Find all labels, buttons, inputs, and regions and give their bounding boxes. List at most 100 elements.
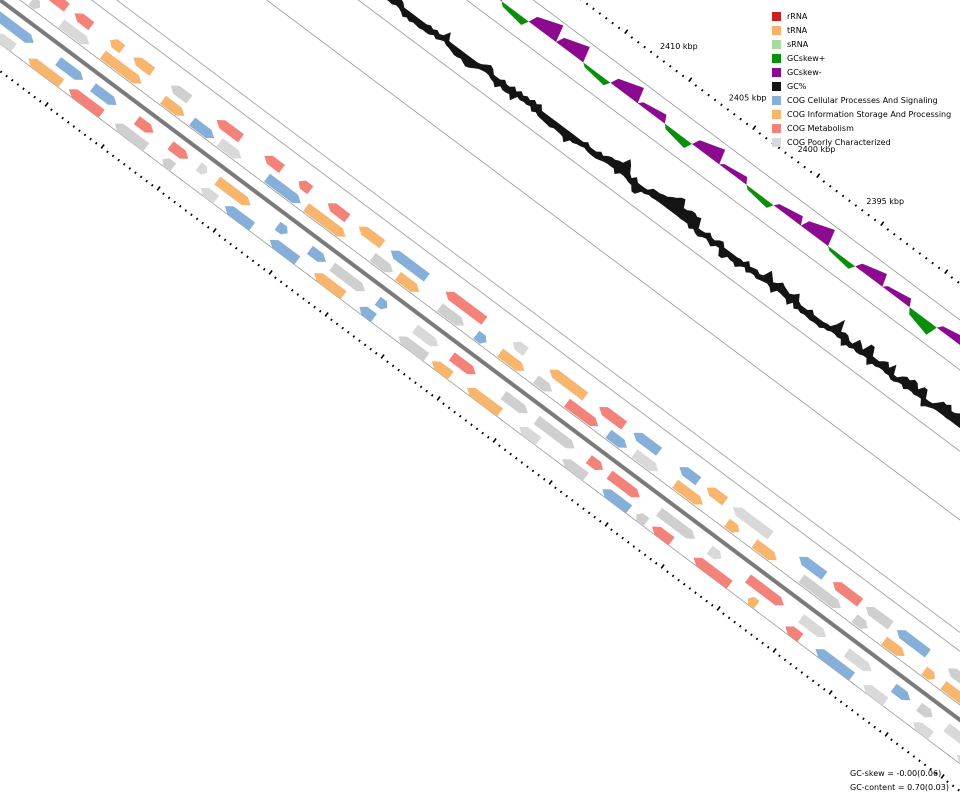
gene-feature-12: [473, 330, 487, 344]
gene-feature-58: [0, 11, 34, 43]
inner-tick-88: [425, 389, 428, 393]
outer-tick-111: [886, 228, 890, 231]
gene-feature-19: [724, 518, 740, 533]
inner-tick-110: [548, 480, 553, 485]
outer-tick-109: [873, 218, 877, 222]
gc-content-stat: GC-content = 0.70(0.03): [850, 783, 949, 792]
inner-tick-95: [464, 419, 468, 422]
inner-tick-140: [716, 606, 721, 611]
inner-tick-101: [498, 444, 501, 448]
inner-tick-93: [453, 410, 456, 414]
gene-feature-71: [500, 391, 528, 414]
gene-feature-86: [0, 33, 17, 52]
inner-tick-55: [240, 251, 244, 254]
outer-tick-96: [790, 156, 794, 159]
inner-tick-134: [682, 582, 686, 586]
gene-feature-8: [303, 203, 346, 237]
inner-tick-117: [587, 511, 591, 515]
inner-tick-72: [335, 322, 339, 326]
inner-tick-149: [766, 645, 770, 649]
gene-feature-108: [863, 685, 889, 706]
gene-feature-36: [264, 155, 285, 173]
inner-tick-68: [313, 305, 316, 309]
gene-feature-45: [633, 432, 663, 456]
gc-skew-segment-25: [828, 246, 856, 269]
inner-tick-26: [78, 129, 81, 133]
gene-feature-41: [445, 291, 488, 325]
inner-tick-31: [106, 150, 109, 154]
inner-tick-171: [890, 738, 893, 742]
inner-tick-167: [867, 721, 871, 725]
gene-feature-49: [799, 556, 828, 580]
inner-tick-114: [570, 498, 574, 502]
inner-tick-173: [901, 746, 904, 750]
gene-feature-104: [693, 557, 733, 589]
scale-labels: 2435 kbp2430 kbp2425 kbp2420 kbp2415 kbp…: [660, 42, 904, 206]
inner-tick-13: [5, 74, 8, 78]
gene-feature-22: [851, 614, 868, 629]
gene-feature-17: [631, 449, 659, 472]
inner-tick-111: [554, 486, 557, 490]
gene-feature-106: [785, 626, 804, 642]
gene-feature-25: [940, 681, 960, 704]
inner-tick-162: [839, 700, 843, 704]
gene-feature-97: [431, 361, 454, 380]
inner-tick-77: [363, 343, 367, 347]
outer-tick-100: [816, 173, 821, 179]
guide-line-2: [91, 0, 960, 652]
outer-tick-76: [662, 60, 666, 63]
inner-tick-166: [862, 717, 865, 721]
gene-feature-88: [68, 89, 105, 118]
gene-feature-93: [269, 239, 301, 265]
inner-tick-113: [565, 494, 568, 498]
inner-tick-183: [957, 788, 960, 792]
legend: rRNA tRNA sRNA GCskew+ GCskew- GC% COG C…: [772, 9, 951, 149]
legend-label-cog-information: COG Information Storage And Processing: [787, 109, 952, 119]
outer-tick-114: [905, 242, 909, 246]
inner-tick-137: [699, 595, 703, 599]
legend-label-srna: sRNA: [787, 39, 809, 49]
inner-tick-74: [346, 330, 350, 334]
outer-tick-98: [803, 165, 806, 169]
outer-tick-94: [777, 146, 781, 150]
outer-tick-79: [681, 74, 685, 78]
gc-skew-segment-20: [692, 140, 726, 165]
inner-tick-59: [262, 267, 266, 271]
inner-tick-40: [156, 186, 161, 191]
gene-feature-39: [358, 226, 386, 249]
inner-tick-154: [794, 666, 798, 670]
inner-tick-91: [442, 402, 445, 406]
inner-tick-34: [122, 162, 126, 166]
outer-tick-86: [726, 108, 730, 111]
outer-tick-106: [854, 204, 858, 207]
outer-tick-99: [809, 170, 813, 174]
inner-tick-41: [162, 192, 165, 196]
outer-tick-74: [649, 50, 653, 54]
inner-tick-131: [666, 570, 669, 574]
inner-tick-45: [184, 209, 188, 212]
inner-tick-28: [89, 137, 92, 141]
inner-tick-170: [884, 732, 889, 737]
gene-feature-79: [843, 648, 872, 672]
inner-tick-84: [402, 372, 406, 376]
outer-tick-95: [784, 151, 787, 155]
outer-tick-72: [636, 40, 640, 44]
inner-tick-58: [257, 263, 260, 267]
gene-feature-23: [881, 636, 905, 656]
inner-tick-30: [100, 144, 105, 149]
inner-tick-24: [66, 120, 70, 124]
inner-tick-99: [486, 435, 490, 439]
inner-tick-115: [576, 503, 580, 506]
inner-tick-135: [688, 587, 692, 590]
outer-tick-120: [944, 269, 949, 275]
legend-label-rrna: rRNA: [787, 11, 808, 21]
inner-tick-141: [722, 612, 725, 616]
gene-feature-7: [264, 173, 301, 204]
inner-tick-152: [783, 658, 787, 662]
legend-swatch-cog-information: [772, 109, 781, 119]
legend-swatch-cog-metabolism: [772, 123, 781, 133]
gene-feature-18: [672, 479, 703, 505]
gene-feature-21: [798, 574, 841, 609]
gene-feature-73: [585, 455, 603, 470]
legend-swatch-srna: [772, 39, 781, 49]
